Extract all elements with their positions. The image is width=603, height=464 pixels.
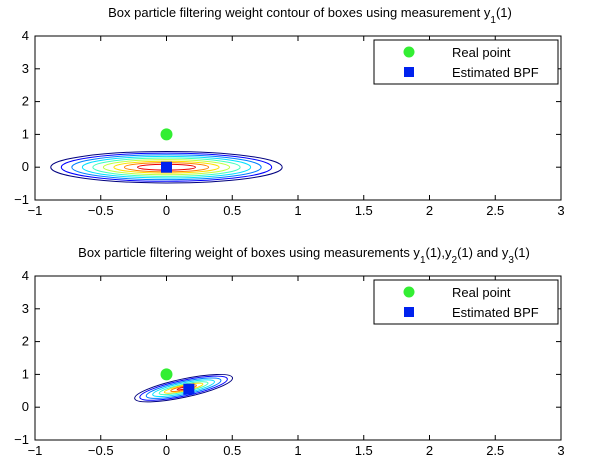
chart-1-ytick-label: 0 (22, 159, 29, 174)
chart-2-ytick-label: 2 (22, 334, 29, 349)
chart-1-contour-level-3 (71, 154, 262, 181)
chart-1-title: Box particle filtering weight contour of… (108, 5, 512, 26)
chart-2-ytick-label: 0 (22, 399, 29, 414)
chart-2-xtick-label: 1.5 (355, 443, 373, 458)
chart-2-title-sub-1: 1 (420, 255, 426, 266)
chart-1-contours (50, 150, 283, 184)
chart-1-title-tail: (1) (496, 5, 512, 20)
chart-1-contour-level-1 (50, 150, 283, 184)
chart-1-xtick-label: −1 (28, 203, 43, 218)
chart-2-legend-real-point-marker (403, 286, 415, 298)
chart-2-xtick-label: 2.5 (486, 443, 504, 458)
chart-2-xtick-label: 2 (426, 443, 433, 458)
chart-2-title-part-4: (1) (514, 245, 530, 260)
chart-1-ytick-label: −1 (14, 192, 29, 207)
chart-1-xtick-label: 0 (163, 203, 170, 218)
chart-1-contour-level-6 (102, 159, 231, 176)
chart-2-title-part-2: (1),y (426, 245, 453, 260)
chart-1-xtick-label: 0.5 (223, 203, 241, 218)
chart-1-ytick-label: 1 (22, 126, 29, 141)
chart-1-contour-level-4 (81, 155, 252, 179)
chart-2-contour-level-2 (139, 375, 228, 401)
chart-1-title-main: Box particle filtering weight contour of… (108, 5, 491, 20)
chart-2-legend-label: Estimated BPF (452, 305, 539, 320)
chart-2-title-part-1: Box particle filtering weight of boxes u… (78, 245, 420, 260)
chart-2-legend-label: Real point (452, 285, 511, 300)
chart-1-xtick-label: 2.5 (486, 203, 504, 218)
chart-1-ytick-label: 2 (22, 94, 29, 109)
chart-1-real-point-marker (160, 128, 173, 141)
chart-1-legend-label: Estimated BPF (452, 65, 539, 80)
chart-1-ytick-label: 4 (22, 28, 29, 43)
chart-2-title-part-3: (1) and y (457, 245, 509, 260)
chart-2-title: Box particle filtering weight of boxes u… (78, 245, 530, 266)
chart-1-xtick-label: 1.5 (355, 203, 373, 218)
chart-2-ytick-label: 3 (22, 301, 29, 316)
chart-1-estimated-bpf-marker (161, 161, 172, 173)
chart-2-xtick-label: −0.5 (88, 443, 114, 458)
chart-2-legend-estimated-bpf-marker (404, 307, 414, 317)
chart-2-xtick-label: 1 (294, 443, 301, 458)
chart-2-legend: Real point Estimated BPF (373, 279, 559, 325)
chart-2-estimated-bpf-marker (183, 383, 195, 395)
chart-2-xtick-label: 3 (557, 443, 564, 458)
chart-1-legend: Real point Estimated BPF (373, 39, 559, 85)
chart-2-xtick-label: 0 (163, 443, 170, 458)
chart-1-contour-level-5 (92, 157, 241, 177)
chart-1-contour-level-7 (113, 160, 220, 174)
chart-2-real-point-marker (160, 368, 173, 381)
chart-2-panel: −1 −0.5 0 0.5 1 1.5 2 2.5 3 −1 0 1 2 3 4 Real point Esti… (14, 268, 564, 458)
chart-1-xtick-label: 2 (426, 203, 433, 218)
chart-1-contour-level-2 (60, 152, 273, 182)
chart-1-xtick-label: −0.5 (88, 203, 114, 218)
chart-2-contour-level-1 (134, 373, 234, 403)
chart-1-panel: −1 −0.5 0 0.5 1 1.5 2 2.5 3 −1 0 1 2 3 4 Real point Esti… (14, 28, 564, 218)
chart-1-xtick-label: 1 (294, 203, 301, 218)
chart-2-xtick-label: 0.5 (223, 443, 241, 458)
chart-2-ytick-label: −1 (14, 432, 29, 447)
chart-1-title-sub: 1 (490, 15, 496, 26)
chart-2-title-sub-2: 2 (452, 255, 458, 266)
chart-1-legend-label: Real point (452, 45, 511, 60)
chart-1-legend-real-point-marker (403, 46, 415, 58)
chart-1-legend-estimated-bpf-marker (404, 67, 414, 77)
chart-2-ytick-label: 4 (22, 268, 29, 283)
chart-1-xtick-label: 3 (557, 203, 564, 218)
chart-2-ytick-label: 1 (22, 366, 29, 381)
chart-2-xtick-label: −1 (28, 443, 43, 458)
chart-2-title-sub-3: 3 (508, 255, 514, 266)
chart-1-ytick-label: 3 (22, 61, 29, 76)
